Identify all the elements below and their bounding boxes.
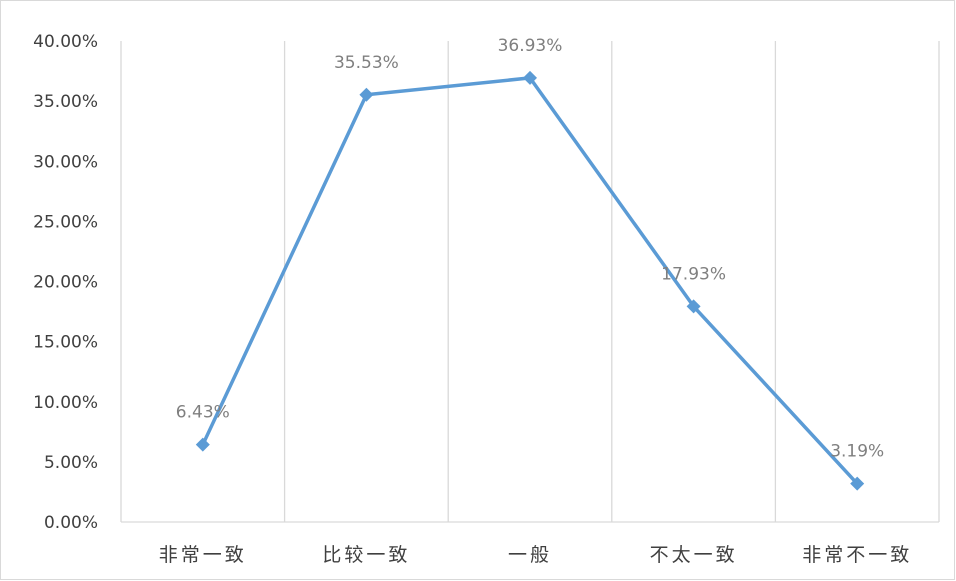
- y-tick-label: 5.00%: [44, 453, 98, 473]
- data-label: 6.43%: [176, 403, 230, 423]
- series-polyline: [201, 76, 859, 486]
- data-label: 3.19%: [830, 442, 884, 462]
- y-tick-label: 25.00%: [33, 212, 98, 232]
- y-axis-ticks: 0.00% 5.00% 10.00% 15.00% 20.00% 25.00% 30.00%…: [33, 32, 98, 533]
- data-label: 36.93%: [498, 36, 563, 56]
- x-tick-label: 非常一致: [159, 544, 247, 566]
- x-tick-label: 比较一致: [322, 544, 410, 566]
- data-point-marker: [195, 437, 210, 452]
- data-labels: 6.43% 35.53% 36.93% 17.93% 3.19%: [176, 36, 884, 462]
- data-label: 35.53%: [334, 53, 399, 73]
- data-point-marker: [359, 87, 374, 102]
- y-tick-label: 10.00%: [33, 393, 98, 413]
- data-label: 17.93%: [661, 264, 726, 284]
- x-tick-label: 非常不一致: [802, 544, 912, 566]
- series-markers: [195, 70, 865, 491]
- x-tick-label: 一般: [508, 544, 552, 566]
- y-tick-label: 15.00%: [33, 333, 98, 353]
- data-point-marker: [850, 476, 865, 491]
- y-tick-label: 0.00%: [44, 513, 98, 533]
- gridlines: [120, 41, 940, 522]
- data-point-marker: [686, 299, 701, 314]
- y-tick-label: 35.00%: [33, 92, 98, 112]
- series-line: [201, 76, 859, 486]
- x-axis-ticks: 非常一致 比较一致 一般 不太一致 非常不一致: [159, 544, 912, 566]
- x-tick-label: 不太一致: [650, 544, 738, 566]
- y-tick-label: 20.00%: [33, 273, 98, 293]
- y-tick-label: 30.00%: [33, 152, 98, 172]
- y-tick-label: 40.00%: [33, 32, 98, 52]
- data-point-marker: [523, 70, 537, 85]
